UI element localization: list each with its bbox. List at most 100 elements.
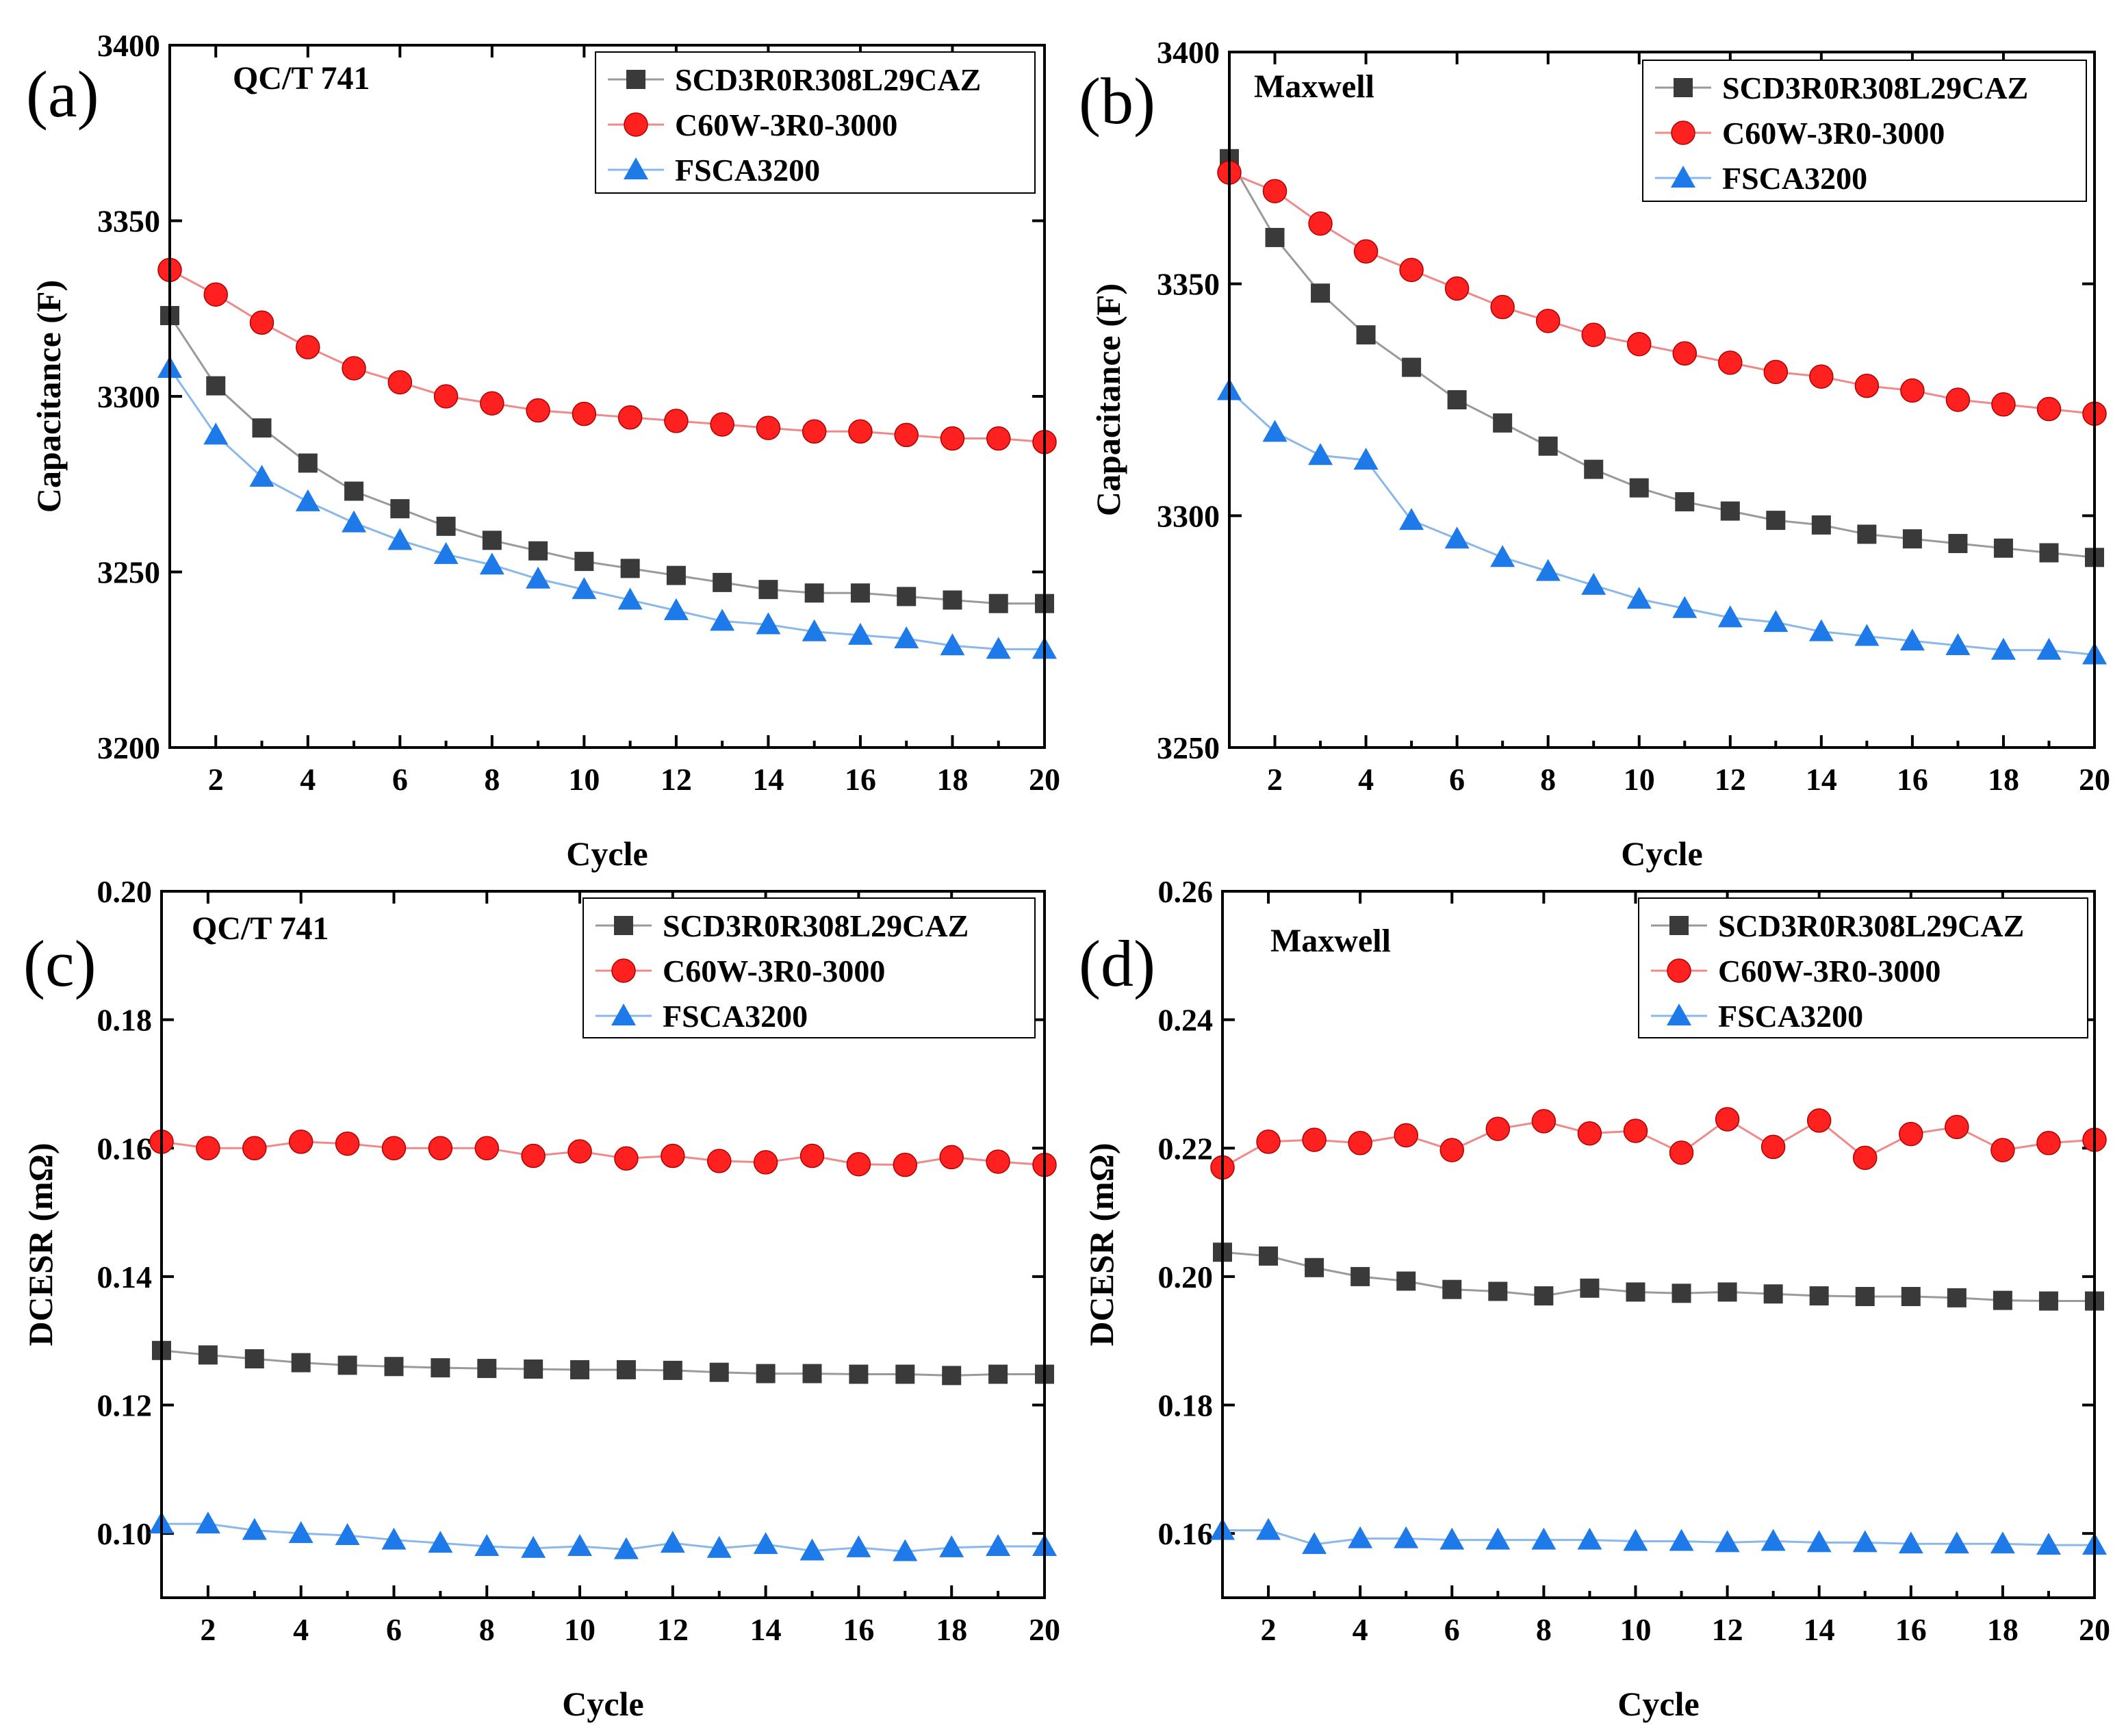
data-point: [387, 370, 413, 395]
data-point: [1535, 309, 1561, 333]
data-point: [756, 1364, 776, 1383]
data-point: [2036, 396, 2062, 422]
data-point: [1256, 1518, 1281, 1540]
legend-marker: [611, 958, 636, 983]
panel-annotation: QC/T 741: [192, 910, 329, 947]
data-point: [337, 1355, 357, 1375]
x-tick-label: 8: [484, 762, 500, 797]
data-point: [2036, 637, 2062, 660]
data-point: [1577, 1527, 1602, 1550]
data-point: [1993, 538, 2013, 558]
data-point: [1990, 1138, 2015, 1162]
data-point: [1538, 436, 1558, 456]
data-point: [1623, 1529, 1648, 1551]
y-tick-label: 0.24: [1158, 1003, 1214, 1038]
data-point: [428, 1136, 453, 1161]
data-point: [482, 531, 502, 550]
data-point: [521, 1535, 546, 1558]
data-point: [1945, 633, 1971, 655]
data-point: [897, 587, 917, 607]
data-point: [1394, 1526, 1419, 1548]
data-point: [433, 541, 459, 564]
data-point: [1444, 526, 1470, 549]
data-point: [802, 1364, 822, 1383]
y-tick-label: 0.22: [1158, 1131, 1214, 1166]
data-point: [1394, 1123, 1418, 1148]
data-point: [943, 590, 962, 610]
x-axis-label: Cycle: [562, 1685, 643, 1723]
data-point: [335, 1522, 360, 1545]
data-point: [706, 1149, 732, 1173]
legend-entry-label: C60W-3R0-3000: [1722, 116, 1945, 151]
data-point: [1302, 1127, 1327, 1152]
data-point: [894, 626, 919, 648]
data-point: [1584, 459, 1604, 479]
data-point: [2036, 1131, 2061, 1156]
legend-box: [595, 51, 1036, 194]
data-point: [1763, 1284, 1783, 1304]
data-point: [381, 1527, 407, 1550]
data-point: [1444, 276, 1470, 301]
y-axis-label: Capacitance (F): [29, 280, 68, 513]
legend-entry-label: FSCA3200: [675, 153, 820, 188]
y-tick-label: 3400: [97, 28, 160, 63]
legend: SCD3R0R308L29CAZ C60W-3R0-3000 FSCA3200: [582, 897, 1036, 1038]
data-point: [846, 1151, 871, 1177]
x-tick-label: 20: [1029, 1612, 1060, 1647]
series-line: [162, 1522, 1045, 1553]
data-point: [1348, 1131, 1372, 1156]
data-point: [1857, 524, 1877, 544]
data-point: [1948, 533, 1968, 553]
x-tick-label: 4: [1358, 762, 1374, 797]
legend-marker: [1674, 78, 1693, 97]
plot-frame: [168, 44, 1046, 749]
data-point: [524, 1360, 543, 1379]
data-point: [1766, 511, 1786, 531]
data-point: [526, 566, 551, 589]
data-point: [249, 464, 274, 487]
data-point: [474, 1136, 500, 1161]
x-tick-label: 2: [1267, 762, 1283, 797]
legend-marker: [624, 157, 648, 179]
x-tick-label: 18: [936, 1612, 967, 1647]
x-tick-label: 12: [1715, 762, 1746, 797]
data-point: [1945, 387, 1971, 412]
legend-entry-label: SCD3R0R308L29CAZ: [1718, 908, 2024, 943]
data-point: [1262, 179, 1288, 203]
data-point: [663, 598, 689, 620]
x-tick-label: 16: [1897, 762, 1928, 797]
legend-box: [1638, 897, 2088, 1038]
data-point: [706, 1535, 732, 1558]
y-tick-label: 3300: [97, 379, 160, 414]
data-point: [1945, 1114, 1969, 1140]
x-tick-label: 2: [200, 1612, 216, 1647]
data-point: [1720, 501, 1740, 521]
y-tick-label: 0.16: [97, 1131, 153, 1166]
data-point: [1259, 1246, 1279, 1266]
data-point: [1402, 357, 1422, 377]
data-point: [1399, 508, 1424, 531]
data-point: [661, 1143, 685, 1169]
y-tick-label: 0.18: [97, 1003, 153, 1038]
data-point: [1715, 1107, 1740, 1132]
data-point: [893, 1152, 918, 1177]
data-point: [390, 499, 410, 519]
series-line: [1222, 1529, 2095, 1546]
x-tick-label: 6: [1444, 1612, 1460, 1647]
panel-label: (d): [1079, 927, 1155, 1000]
data-point: [616, 1360, 636, 1379]
series-SCD3R0R308L29CAZ: [1213, 1242, 2104, 1311]
legend-entry-label: C60W-3R0-3000: [663, 954, 885, 988]
y-tick-label: 0.12: [97, 1388, 153, 1423]
data-point: [381, 1136, 407, 1161]
x-tick-label: 14: [1804, 1612, 1835, 1647]
data-point: [1626, 331, 1652, 357]
data-point: [620, 559, 640, 578]
data-point: [849, 1364, 869, 1384]
y-tick-label: 0.18: [1158, 1388, 1214, 1423]
x-tick-label: 10: [564, 1612, 595, 1647]
data-point: [567, 1533, 593, 1556]
data-point: [1898, 1531, 1923, 1554]
data-point: [1993, 1290, 2012, 1310]
